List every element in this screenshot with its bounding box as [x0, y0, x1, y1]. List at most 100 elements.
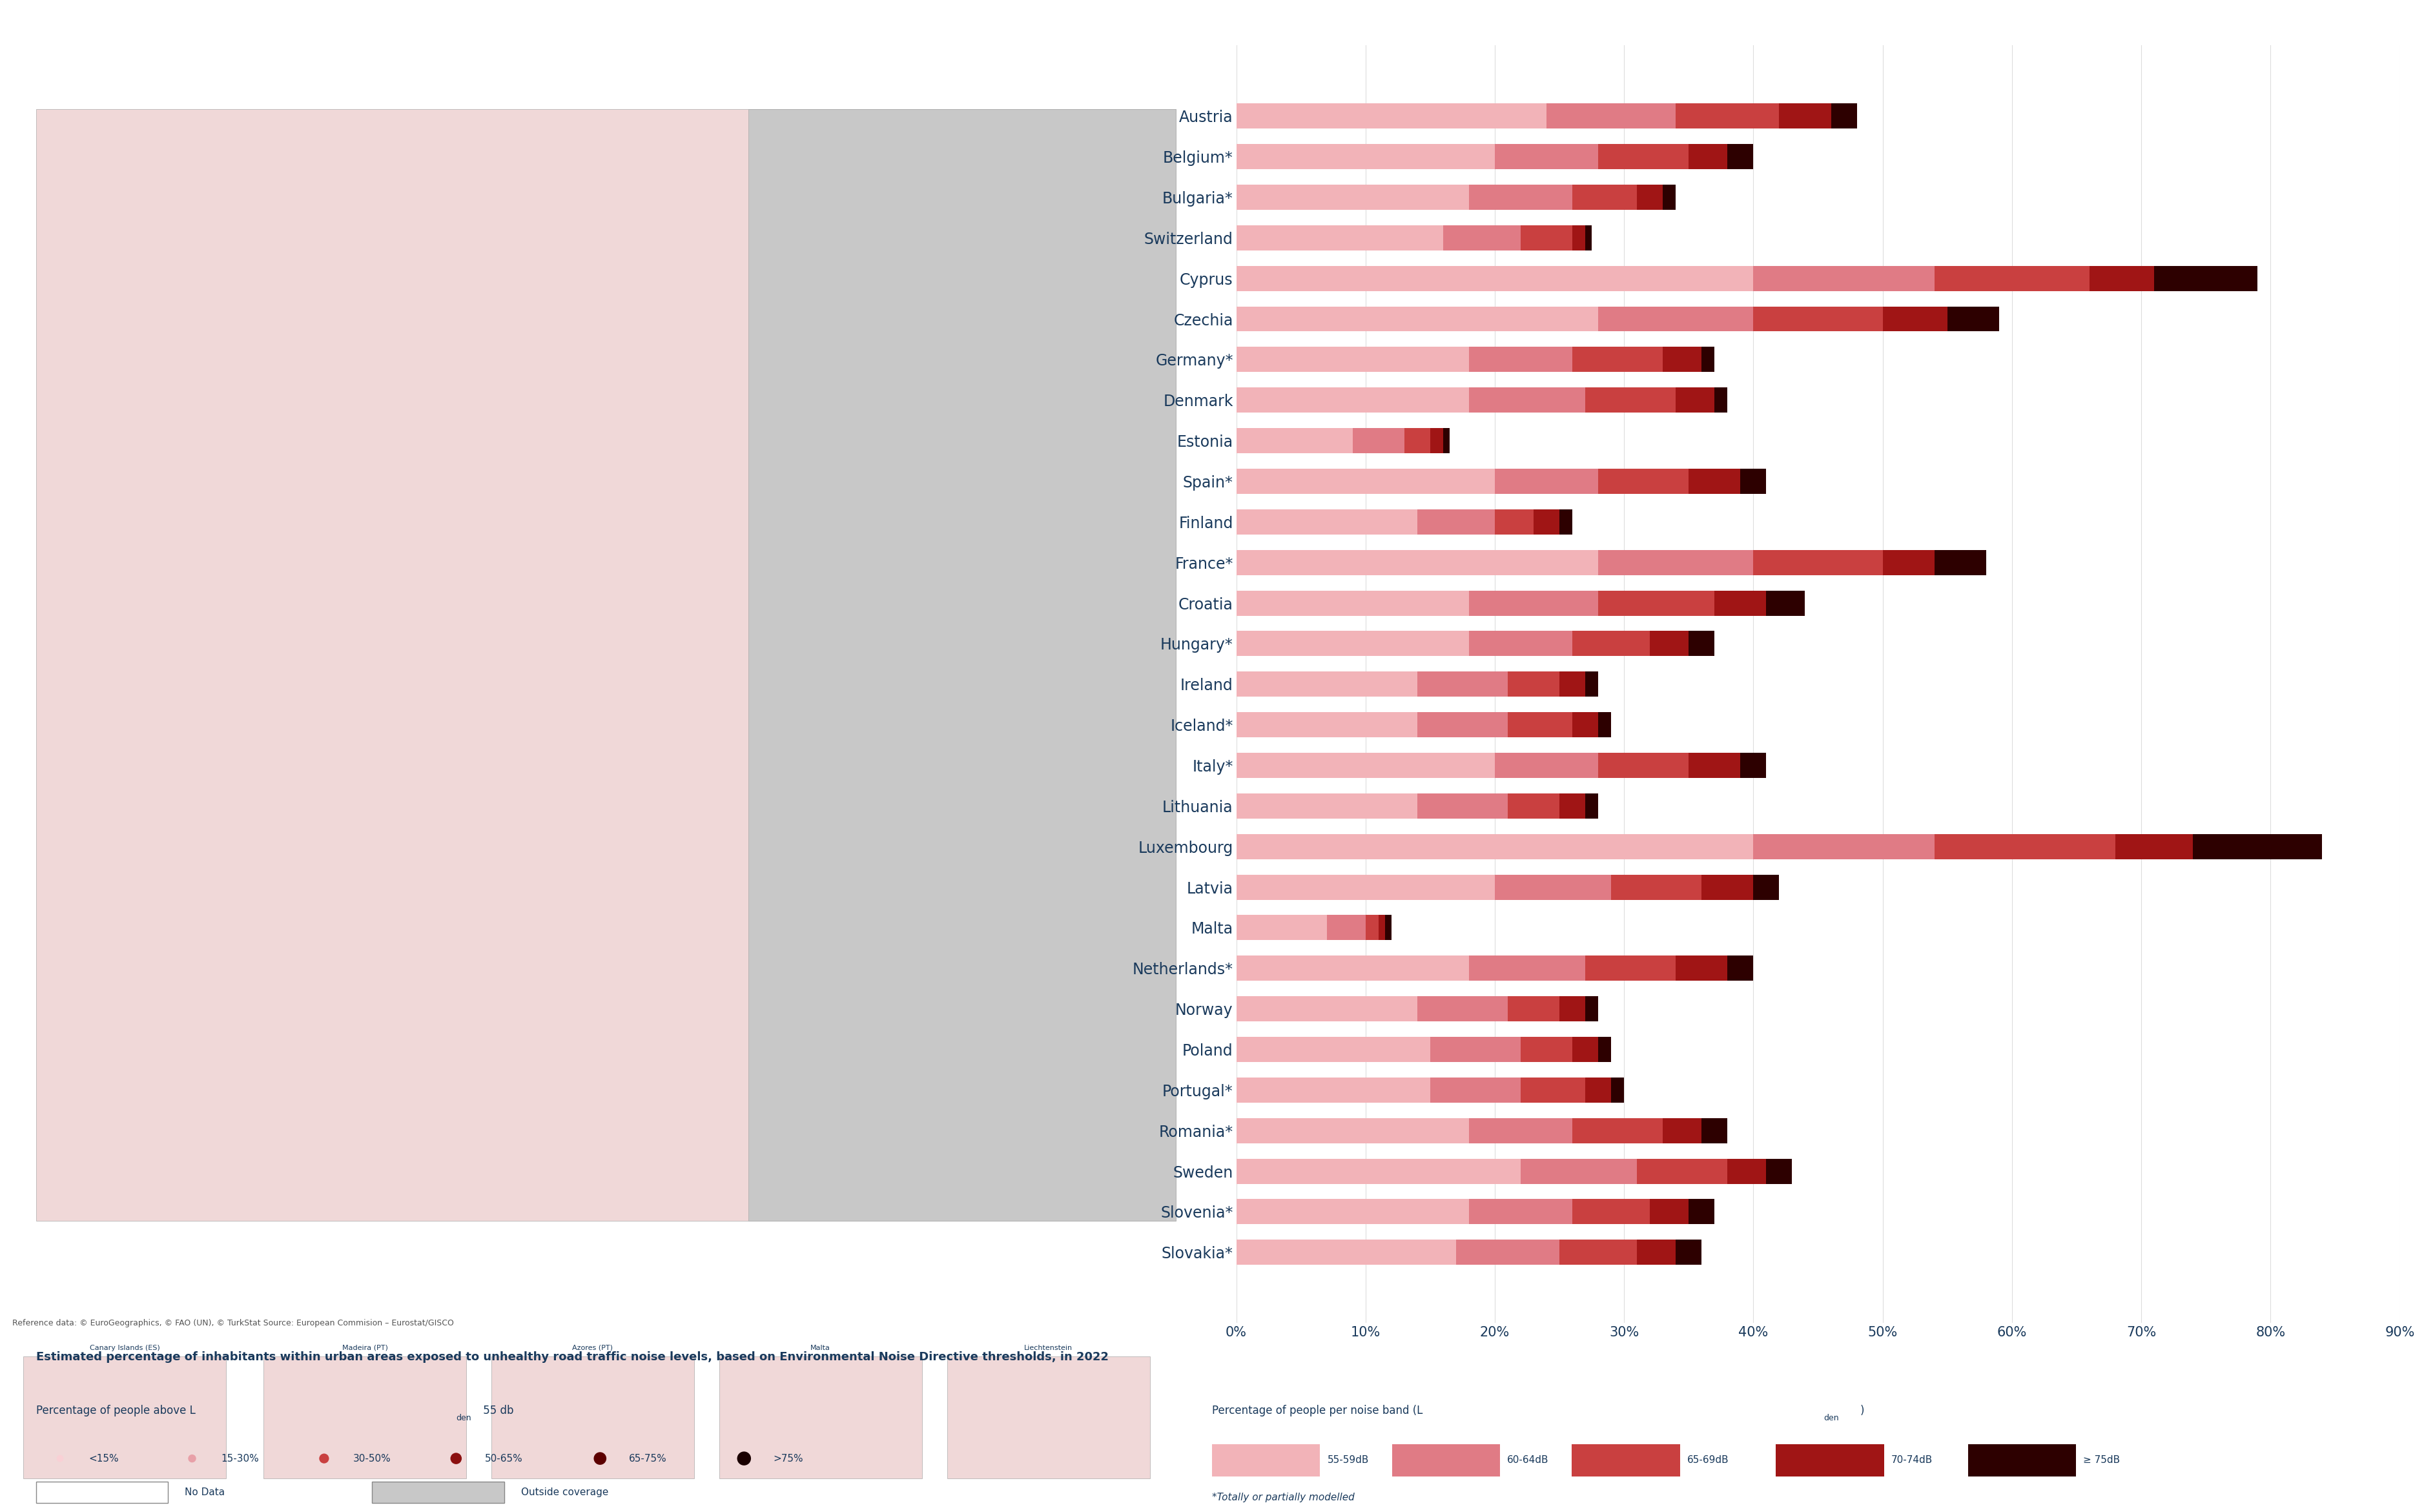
Bar — [1573, 1037, 1597, 1061]
Text: 65-75%: 65-75% — [628, 1453, 667, 1464]
Bar — [1690, 1199, 1714, 1225]
Bar — [1753, 835, 1934, 859]
Text: Estimated percentage of inhabitants within urban areas exposed to unhealthy road: Estimated percentage of inhabitants with… — [36, 1352, 1108, 1362]
Bar — [1236, 225, 1442, 251]
Bar — [1830, 103, 1857, 129]
Bar — [2194, 835, 2322, 859]
Bar — [1651, 1199, 1690, 1225]
Polygon shape — [720, 1356, 921, 1479]
Point — [41, 1447, 80, 1471]
Bar — [1612, 874, 1702, 900]
Text: No Data: No Data — [184, 1488, 225, 1497]
Point — [436, 1447, 475, 1471]
Bar — [1883, 307, 1946, 331]
Text: Canary Islands (ES): Canary Islands (ES) — [90, 1344, 160, 1350]
Text: Percentage of people per noise band (L: Percentage of people per noise band (L — [1212, 1405, 1423, 1417]
Text: 65-69dB: 65-69dB — [1687, 1456, 1728, 1465]
Bar — [1469, 346, 1573, 372]
Bar — [1379, 915, 1384, 940]
Polygon shape — [492, 1356, 693, 1479]
Bar — [1236, 550, 1597, 575]
Bar — [1559, 1240, 1636, 1266]
Bar — [1418, 996, 1508, 1022]
Bar — [1508, 794, 1559, 818]
Bar — [1236, 835, 1753, 859]
Bar — [1496, 753, 1597, 779]
Bar — [1559, 671, 1585, 697]
Bar — [1508, 996, 1559, 1022]
Bar — [1675, 1240, 1702, 1266]
Bar — [1496, 469, 1597, 494]
Bar — [1559, 996, 1585, 1022]
Bar — [1690, 631, 1714, 656]
Bar — [1597, 307, 1753, 331]
Bar — [1663, 346, 1702, 372]
Bar — [1236, 794, 1418, 818]
Text: Malta: Malta — [810, 1344, 831, 1350]
Bar — [1236, 387, 1469, 413]
Bar — [1520, 1037, 1573, 1061]
Bar — [1740, 753, 1767, 779]
Bar — [1236, 307, 1597, 331]
Bar — [1534, 510, 1559, 534]
Text: Reference data: © EuroGeographics, © FAO (UN), © TurkStat Source: European Commi: Reference data: © EuroGeographics, © FAO… — [12, 1318, 453, 1328]
Bar — [1418, 671, 1508, 697]
Text: 50-65%: 50-65% — [485, 1453, 524, 1464]
Bar — [1690, 753, 1740, 779]
FancyBboxPatch shape — [36, 1482, 167, 1503]
Bar — [1469, 1199, 1573, 1225]
Bar — [1469, 387, 1585, 413]
Bar — [1597, 550, 1753, 575]
Text: >75%: >75% — [773, 1453, 802, 1464]
Bar — [1236, 103, 1547, 129]
Bar — [1236, 874, 1496, 900]
Bar — [1651, 631, 1690, 656]
Bar — [1597, 1037, 1612, 1061]
Bar — [1714, 387, 1728, 413]
Bar — [1430, 1078, 1520, 1102]
Bar — [1612, 1078, 1624, 1102]
Polygon shape — [749, 109, 1176, 1220]
Bar — [1236, 346, 1469, 372]
Bar — [1442, 428, 1450, 454]
Bar — [1728, 144, 1753, 169]
Bar — [1236, 712, 1418, 738]
FancyBboxPatch shape — [1968, 1444, 2075, 1476]
Bar — [1663, 1117, 1702, 1143]
Bar — [1559, 510, 1573, 534]
Bar — [1753, 266, 1934, 290]
Bar — [1520, 1078, 1585, 1102]
Point — [725, 1447, 764, 1471]
Bar — [1236, 1117, 1469, 1143]
Text: 55 db: 55 db — [480, 1405, 514, 1417]
Bar — [1597, 469, 1690, 494]
Bar — [1573, 346, 1663, 372]
Bar — [1326, 915, 1365, 940]
Text: Percentage of people above L: Percentage of people above L — [36, 1405, 196, 1417]
Point — [305, 1447, 344, 1471]
Polygon shape — [948, 1356, 1149, 1479]
Bar — [1597, 753, 1690, 779]
Bar — [2155, 266, 2257, 290]
Bar — [1418, 712, 1508, 738]
Bar — [1663, 184, 1675, 210]
FancyBboxPatch shape — [371, 1482, 504, 1503]
Bar — [1236, 428, 1353, 454]
Bar — [1597, 144, 1690, 169]
Bar — [1767, 1158, 1791, 1184]
Bar — [1740, 469, 1767, 494]
Text: *Totally or partially modelled: *Totally or partially modelled — [1212, 1492, 1355, 1503]
Bar — [1236, 956, 1469, 981]
Bar — [1573, 1117, 1663, 1143]
Bar — [1520, 225, 1573, 251]
Bar — [1236, 1199, 1469, 1225]
Bar — [1236, 996, 1418, 1022]
Text: Madeira (PT): Madeira (PT) — [342, 1344, 388, 1350]
Text: 70-74dB: 70-74dB — [1891, 1456, 1932, 1465]
Bar — [1573, 225, 1585, 251]
Bar — [1753, 307, 1883, 331]
Bar — [1753, 550, 1883, 575]
Bar — [1547, 103, 1675, 129]
Text: ≥ 75dB: ≥ 75dB — [2082, 1456, 2121, 1465]
Bar — [1353, 428, 1403, 454]
